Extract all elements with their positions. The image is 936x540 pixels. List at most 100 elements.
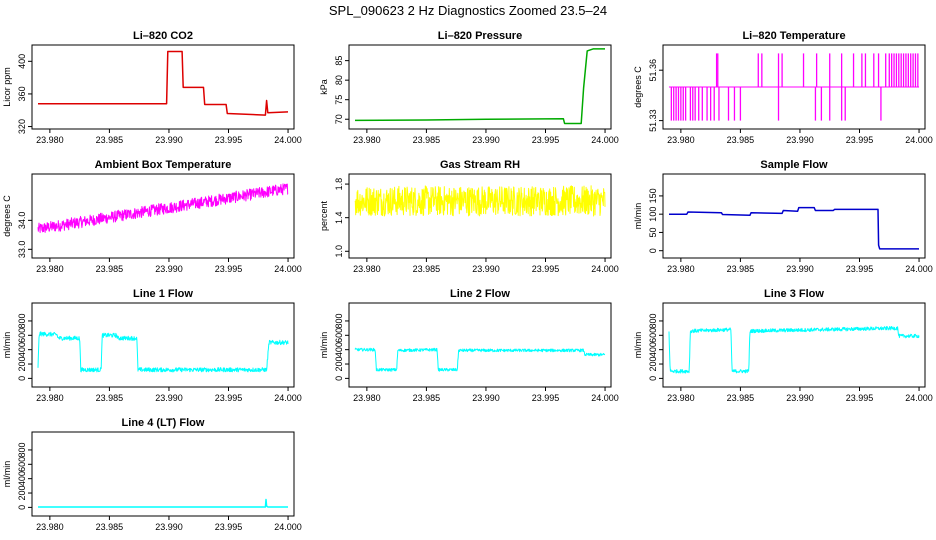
x-tick-label: 24.000 bbox=[905, 264, 933, 274]
y-axis-label: ml/min bbox=[2, 461, 12, 488]
sample-flow-chart: Sample Flow 23.980 23.985 23.990 23.995 24.00… bbox=[633, 159, 933, 274]
plot-frame bbox=[662, 302, 926, 388]
x-tick-label: 24.000 bbox=[591, 393, 619, 403]
series-line bbox=[38, 498, 288, 508]
y-tick-label: 1.0 bbox=[334, 245, 344, 258]
y-tick-label: 400 bbox=[17, 54, 27, 69]
x-tick-label: 23.990 bbox=[472, 393, 500, 403]
x-tick-label: 24.000 bbox=[905, 135, 933, 145]
x-tick-label: 23.995 bbox=[846, 393, 874, 403]
y-tick-label: 85 bbox=[334, 56, 344, 66]
chart-title: Line 2 Flow bbox=[450, 288, 510, 300]
y-tick-label: 0 bbox=[334, 376, 344, 381]
y-axis-label: kPa bbox=[319, 79, 329, 95]
line-4-lt-flow-chart: Line 4 (LT) Flow 23.980 23.985 23.990 23.995… bbox=[2, 417, 302, 532]
y-tick-label: 33.0 bbox=[17, 241, 27, 259]
y-axis-label: ml/min bbox=[633, 203, 643, 230]
x-tick-label: 24.000 bbox=[274, 264, 302, 274]
chart-title: Li–820 Temperature bbox=[742, 30, 845, 42]
chart-title: Li–820 CO2 bbox=[133, 30, 193, 42]
y-tick-label: 600 bbox=[17, 457, 27, 472]
y-tick-label: 80 bbox=[334, 75, 344, 85]
x-tick-label: 23.985 bbox=[727, 264, 755, 274]
x-tick-label: 24.000 bbox=[591, 135, 619, 145]
y-tick-label: 600 bbox=[17, 328, 27, 343]
plot-frame bbox=[31, 302, 295, 388]
x-tick-label: 23.985 bbox=[413, 264, 441, 274]
x-tick-label: 23.995 bbox=[532, 393, 560, 403]
x-tick-label: 23.990 bbox=[786, 264, 814, 274]
li820-co2-chart: Li–820 CO2 23.980 23.985 23.990 23.995 24.000… bbox=[2, 30, 302, 145]
y-tick-label: 200 bbox=[17, 357, 27, 372]
series-line bbox=[354, 185, 606, 217]
y-tick-label: 0 bbox=[648, 248, 658, 253]
gas-stream-rh-chart: Gas Stream RH 23.980 23.985 23.990 23.995 24.… bbox=[319, 159, 619, 274]
y-axis-label: degrees C bbox=[2, 195, 12, 237]
x-tick-label: 23.980 bbox=[36, 393, 64, 403]
x-tick-label: 23.990 bbox=[155, 522, 183, 532]
plot-frame bbox=[662, 173, 926, 259]
x-tick-label: 23.980 bbox=[36, 264, 64, 274]
y-tick-label: 200 bbox=[17, 486, 27, 501]
x-tick-label: 23.995 bbox=[846, 264, 874, 274]
y-tick-label: 800 bbox=[17, 313, 27, 328]
x-tick-label: 23.995 bbox=[215, 393, 243, 403]
line-1-flow-chart: Line 1 Flow 23.980 23.985 23.990 23.995 24.00… bbox=[2, 288, 302, 403]
y-tick-label: 800 bbox=[334, 313, 344, 328]
x-tick-label: 23.990 bbox=[472, 264, 500, 274]
y-tick-label: 800 bbox=[648, 313, 658, 328]
chart-title: Line 4 (LT) Flow bbox=[122, 417, 205, 429]
x-tick-label: 23.980 bbox=[667, 393, 695, 403]
y-axis-label: ml/min bbox=[319, 332, 329, 359]
x-tick-label: 23.985 bbox=[413, 135, 441, 145]
x-tick-label: 23.985 bbox=[413, 393, 441, 403]
chart-title: Line 3 Flow bbox=[764, 288, 824, 300]
y-tick-label: 200 bbox=[334, 357, 344, 372]
y-axis-label: percent bbox=[319, 200, 329, 231]
x-tick-label: 23.995 bbox=[215, 522, 243, 532]
x-tick-label: 23.985 bbox=[96, 522, 124, 532]
x-tick-label: 23.990 bbox=[786, 393, 814, 403]
y-tick-label: 600 bbox=[648, 328, 658, 343]
y-tick-label: 70 bbox=[334, 114, 344, 124]
x-tick-label: 24.000 bbox=[591, 264, 619, 274]
li820-temperature-chart: Li–820 Temperature 23.980 23.985 23.990 23.9… bbox=[633, 30, 933, 145]
y-tick-label: 34.0 bbox=[17, 212, 27, 230]
y-axis-label: ml/min bbox=[2, 332, 12, 359]
ambient-box-temperature-chart: Ambient Box Temperature 23.980 23.985 23.99… bbox=[2, 159, 302, 274]
x-tick-label: 23.990 bbox=[155, 393, 183, 403]
y-tick-label: 1.8 bbox=[334, 178, 344, 191]
x-tick-label: 23.980 bbox=[36, 135, 64, 145]
y-tick-label: 200 bbox=[648, 357, 658, 372]
x-tick-label: 24.000 bbox=[274, 135, 302, 145]
y-tick-label: 360 bbox=[17, 86, 27, 101]
y-axis-label: ml/min bbox=[633, 332, 643, 359]
x-tick-label: 23.990 bbox=[472, 135, 500, 145]
x-tick-label: 23.985 bbox=[96, 393, 124, 403]
x-tick-label: 23.980 bbox=[353, 393, 381, 403]
x-tick-label: 23.985 bbox=[96, 264, 124, 274]
y-tick-label: 51.33 bbox=[648, 109, 658, 132]
chart-title: Ambient Box Temperature bbox=[95, 159, 232, 171]
x-tick-label: 24.000 bbox=[905, 393, 933, 403]
series-line bbox=[354, 48, 605, 125]
chart-title: Gas Stream RH bbox=[440, 159, 520, 171]
plot-frame bbox=[31, 44, 295, 130]
y-tick-label: 400 bbox=[17, 342, 27, 357]
y-axis-label: degrees C bbox=[633, 66, 643, 108]
series-line bbox=[669, 206, 919, 250]
x-tick-label: 23.995 bbox=[215, 135, 243, 145]
y-tick-label: 400 bbox=[17, 471, 27, 486]
line-3-flow-chart: Line 3 Flow 23.980 23.985 23.990 23.995 24.00… bbox=[633, 288, 933, 403]
x-tick-label: 23.990 bbox=[155, 264, 183, 274]
y-axis-label: Licor ppm bbox=[2, 67, 12, 107]
x-tick-label: 23.990 bbox=[786, 135, 814, 145]
x-tick-label: 23.985 bbox=[96, 135, 124, 145]
x-tick-label: 23.985 bbox=[727, 393, 755, 403]
x-tick-label: 23.980 bbox=[36, 522, 64, 532]
x-tick-label: 23.990 bbox=[155, 135, 183, 145]
y-tick-label: 0 bbox=[648, 376, 658, 381]
plot-frame bbox=[348, 44, 612, 130]
y-tick-label: 51.36 bbox=[648, 59, 658, 82]
